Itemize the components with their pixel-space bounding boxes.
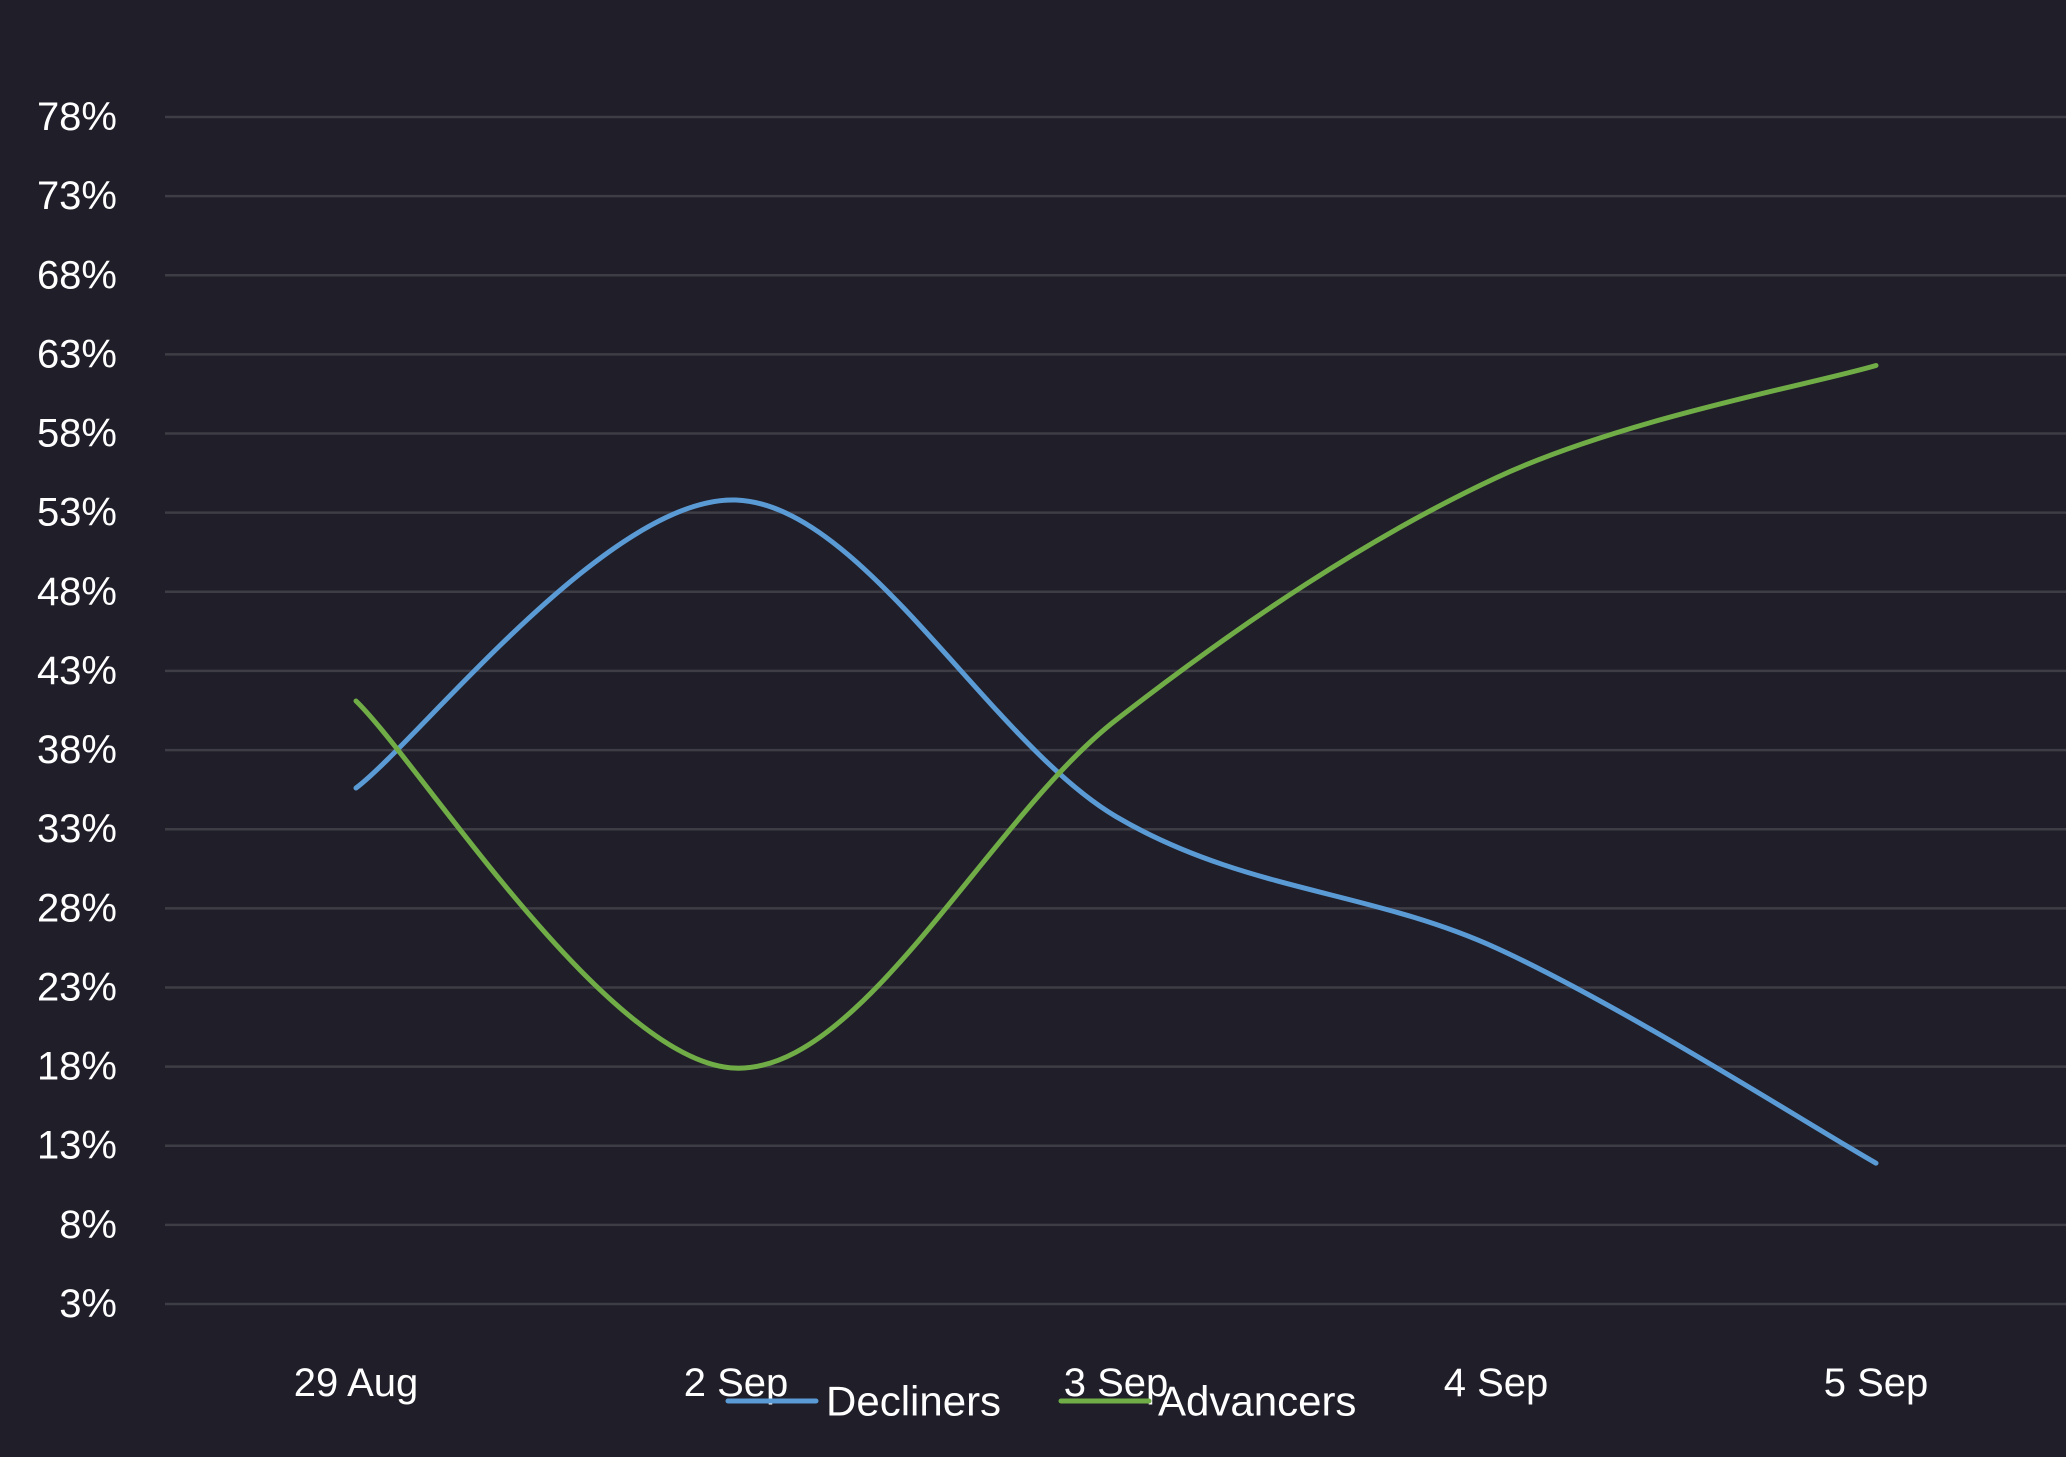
series-line-decliners	[353, 497, 1879, 1166]
y-tick-label: 48%	[37, 570, 117, 614]
legend-label-advancers: Advancers	[1158, 1378, 1356, 1425]
y-tick-label: 23%	[37, 965, 117, 1009]
gridlines	[165, 115, 2066, 1306]
y-tick-label: 8%	[59, 1203, 117, 1247]
y-tick-label: 63%	[37, 332, 117, 376]
x-tick-label: 4 Sep	[1444, 1361, 1549, 1405]
legend-label-decliners: Decliners	[826, 1378, 1001, 1425]
y-tick-label: 3%	[59, 1282, 117, 1326]
y-tick-label: 43%	[37, 649, 117, 693]
y-tick-label: 78%	[37, 95, 117, 139]
y-tick-label: 28%	[37, 886, 117, 930]
y-tick-label: 58%	[37, 412, 117, 456]
series-line-advancers	[353, 362, 1879, 1071]
y-tick-label: 13%	[37, 1124, 117, 1168]
x-tick-label: 3 Sep	[1064, 1361, 1169, 1405]
y-tick-label: 38%	[37, 728, 117, 772]
y-tick-label: 18%	[37, 1045, 117, 1089]
x-tick-label: 2 Sep	[684, 1361, 789, 1405]
y-axis: 78% 73% 68% 63% 58% 53% 48% 43% 38% 33% 28% 23% 18% 1…	[37, 95, 117, 1326]
y-tick-label: 73%	[37, 174, 117, 218]
x-tick-label: 29 Aug	[294, 1361, 419, 1405]
y-tick-label: 33%	[37, 807, 117, 851]
legend: Decliners Advancers	[725, 1378, 1356, 1425]
series-lines	[353, 362, 1879, 1166]
y-tick-label: 53%	[37, 491, 117, 535]
x-axis: 29 Aug 2 Sep 3 Sep 4 Sep 5 Sep	[294, 1361, 1929, 1405]
y-tick-label: 68%	[37, 253, 117, 297]
x-tick-label: 5 Sep	[1824, 1361, 1929, 1405]
